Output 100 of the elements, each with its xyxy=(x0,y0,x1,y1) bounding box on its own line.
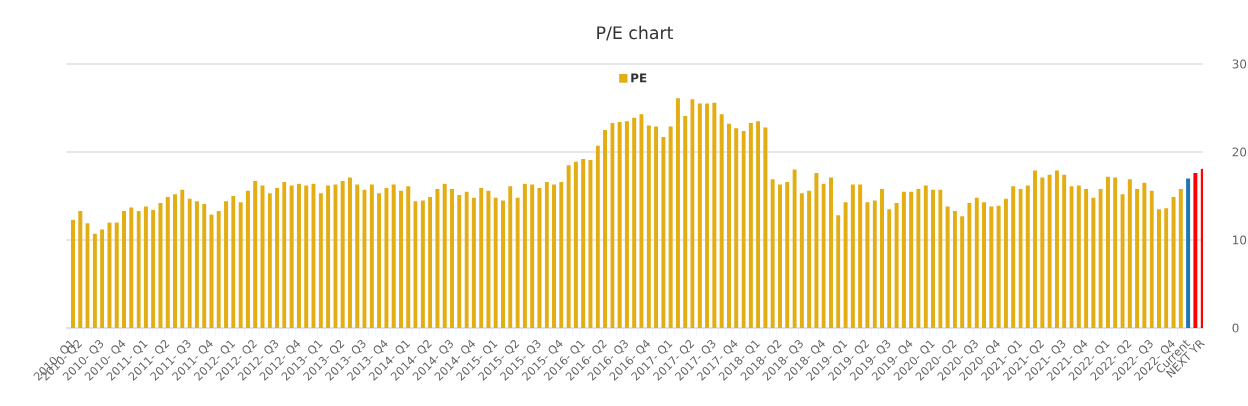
bar xyxy=(916,188,921,328)
bar xyxy=(391,184,396,328)
bar xyxy=(508,186,513,328)
bar xyxy=(1003,198,1008,328)
bar xyxy=(194,201,199,328)
bar xyxy=(326,185,331,328)
bar xyxy=(617,122,622,328)
bar xyxy=(1164,208,1169,328)
bar xyxy=(78,210,83,328)
bar xyxy=(355,184,360,328)
bar xyxy=(501,200,506,328)
bar xyxy=(304,185,309,328)
bar xyxy=(923,185,928,328)
bar xyxy=(260,185,265,328)
bar xyxy=(114,222,119,328)
y-tick-label: 0 xyxy=(1232,323,1239,333)
bar xyxy=(318,193,323,328)
bar xyxy=(296,183,301,328)
bar xyxy=(887,209,892,328)
bar xyxy=(1113,177,1118,328)
bar xyxy=(122,210,127,328)
bar xyxy=(603,129,608,328)
bar xyxy=(697,103,702,328)
bar xyxy=(960,216,965,328)
bar xyxy=(843,202,848,328)
bar xyxy=(187,198,192,328)
bar xyxy=(209,214,214,328)
bar xyxy=(1062,174,1067,328)
bar xyxy=(799,193,804,328)
bar xyxy=(129,207,134,328)
y-tick-label: 30 xyxy=(1232,59,1247,69)
bar xyxy=(894,203,899,328)
bar xyxy=(566,165,571,328)
bar xyxy=(1156,209,1161,328)
bar xyxy=(712,102,717,328)
bar xyxy=(1069,186,1074,328)
bar xyxy=(850,184,855,328)
bar xyxy=(573,161,578,328)
bar xyxy=(726,123,731,328)
bar xyxy=(1135,188,1140,328)
bar xyxy=(1120,194,1125,328)
bar xyxy=(763,127,768,328)
bar xyxy=(245,190,250,328)
bar xyxy=(340,181,345,328)
bar xyxy=(974,197,979,328)
bar xyxy=(173,194,178,328)
bar xyxy=(595,145,600,328)
bar xyxy=(646,125,651,328)
bar xyxy=(282,181,287,328)
bar xyxy=(267,193,272,328)
bar xyxy=(982,202,987,328)
bar xyxy=(464,191,469,328)
bar xyxy=(858,184,863,328)
bar xyxy=(901,191,906,328)
bar xyxy=(1040,177,1045,328)
chart-title: P/E chart xyxy=(597,25,673,41)
bar xyxy=(435,188,440,328)
bar xyxy=(632,117,637,328)
bar xyxy=(741,130,746,328)
bar xyxy=(559,181,564,328)
bar xyxy=(792,169,797,328)
bar xyxy=(92,233,97,328)
bar xyxy=(143,206,148,328)
bar xyxy=(231,195,236,328)
bar xyxy=(675,98,680,328)
bar xyxy=(486,190,491,328)
bar xyxy=(814,173,819,328)
bar xyxy=(1193,173,1198,328)
bar xyxy=(1054,170,1059,328)
bar xyxy=(530,184,535,328)
bar xyxy=(420,200,425,328)
bar xyxy=(1076,185,1081,328)
bar xyxy=(668,126,673,328)
bar xyxy=(1127,179,1132,328)
bar xyxy=(100,229,105,328)
bar xyxy=(719,114,724,328)
bar xyxy=(289,185,294,328)
bar xyxy=(428,196,433,328)
bar xyxy=(1186,178,1191,328)
bar xyxy=(1011,186,1016,328)
bar xyxy=(515,197,520,328)
bar xyxy=(369,184,374,328)
bar xyxy=(996,205,1001,328)
legend-label: PE xyxy=(631,73,647,83)
bar xyxy=(238,202,243,328)
bar xyxy=(836,215,841,328)
bar xyxy=(748,122,753,328)
bar xyxy=(537,188,542,328)
bar xyxy=(828,177,833,328)
bar xyxy=(180,189,185,328)
bar xyxy=(1171,196,1176,328)
bar xyxy=(544,181,549,328)
bar xyxy=(705,103,710,328)
bar xyxy=(1025,185,1030,328)
bar xyxy=(442,183,447,328)
bar xyxy=(756,121,761,328)
y-tick-label: 20 xyxy=(1232,147,1247,157)
bar xyxy=(872,200,877,328)
bar xyxy=(398,190,403,328)
bar xyxy=(777,184,782,328)
